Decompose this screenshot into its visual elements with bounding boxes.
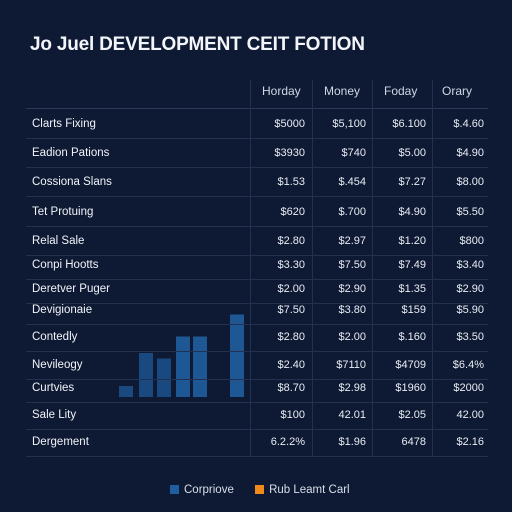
table-cell: $2.80 (277, 331, 305, 343)
table-cell: $800 (459, 235, 484, 247)
table-cell: $7110 (336, 359, 366, 371)
table-cell: $.700 (338, 206, 366, 218)
table-cell: $1.53 (277, 176, 305, 188)
table-cell: $3930 (274, 147, 305, 159)
column-header: Foday (384, 84, 418, 98)
table-cell: $7.50 (277, 304, 305, 316)
table-cell: $6.4% (452, 359, 484, 371)
table-cell: $5,100 (332, 118, 366, 130)
table-cell: 42.01 (338, 409, 366, 421)
table-cell: $2000 (453, 382, 484, 394)
table-row: Sale Lity $100 42.01 $2.05 42.00 (26, 403, 488, 430)
row-label: Relal Sale (32, 235, 85, 247)
legend-item: Rub Leamt Carl (255, 484, 350, 496)
table-cell: $8.00 (456, 176, 484, 188)
table-cell: $159 (401, 304, 426, 316)
table-cell: $2.90 (456, 283, 484, 295)
table-cell: $1.35 (398, 283, 426, 295)
column-header: Horday (262, 84, 301, 98)
table-cell: 6478 (401, 436, 426, 448)
table-cell: $3.50 (456, 331, 484, 343)
chart-title: Jo Juel DEVELOPMENT CEIT FOTION (30, 34, 365, 55)
column-divider (250, 80, 251, 456)
legend-item: Corpriove (170, 484, 234, 496)
table-cell: $5.00 (398, 147, 426, 159)
row-label: Clarts Fixing (32, 118, 96, 130)
table-header: Horday Money Foday Orary (26, 80, 488, 109)
legend-label: Rub Leamt Carl (269, 484, 350, 496)
table-row: Clarts Fixing $5000 $5,100 $6.100 $.4.60 (26, 112, 488, 139)
table-cell: $7.27 (398, 176, 426, 188)
table-cell: $4.90 (456, 147, 484, 159)
table-cell: $620 (280, 206, 305, 218)
table-cell: $2.00 (338, 331, 366, 343)
row-label: Deretver Puger (32, 283, 110, 295)
table-cell: $2.97 (338, 235, 366, 247)
table-cell: $8.70 (277, 382, 305, 394)
row-label: Nevileogy (32, 359, 83, 371)
table-cell: $2.40 (277, 359, 305, 371)
column-divider (372, 80, 373, 456)
table-cell: $3.40 (456, 259, 484, 271)
table-row: Curtvies $8.70 $2.98 $1960 $2000 (26, 376, 488, 403)
table-cell: $3.80 (338, 304, 366, 316)
row-label: Tet Protuing (32, 206, 94, 218)
legend-swatch (170, 485, 179, 495)
legend-label: Corpriove (184, 484, 234, 496)
table-row: Eadion Pations $3930 $740 $5.00 $4.90 (26, 141, 488, 168)
row-label: Devigionaie (32, 304, 93, 316)
table-cell: $5.50 (456, 206, 484, 218)
table-cell: $2.00 (277, 283, 305, 295)
table-row: Nevileogy $2.40 $7110 $4709 $6.4% (26, 353, 488, 380)
table-cell: $4.90 (398, 206, 426, 218)
table-cell: $4709 (395, 359, 426, 371)
table-cell: $2.16 (456, 436, 484, 448)
table-row: Contedly $2.80 $2.00 $.160 $3.50 (26, 325, 488, 352)
table-cell: $.4.60 (453, 118, 484, 130)
table-cell: $1.20 (398, 235, 426, 247)
table-row: Conpi Hootts $3.30 $7.50 $7.49 $3.40 (26, 253, 488, 280)
table-cell: $3.30 (277, 259, 305, 271)
table-cell: $6.100 (392, 118, 426, 130)
table-row: Dergement 6.2.2% $1.96 6478 $2.16 (26, 430, 488, 457)
table-cell: $7.49 (398, 259, 426, 271)
table-cell: $740 (341, 147, 366, 159)
table-cell: $2.80 (277, 235, 305, 247)
table-cell: $1.96 (338, 436, 366, 448)
table-cell: $5000 (274, 118, 305, 130)
table-cell: $.454 (338, 176, 366, 188)
table-row: Relal Sale $2.80 $2.97 $1.20 $800 (26, 229, 488, 256)
column-header: Orary (442, 84, 472, 98)
column-divider (432, 80, 433, 456)
column-header: Money (324, 84, 361, 98)
row-label: Curtvies (32, 382, 75, 394)
table-row: Devigionaie $7.50 $3.80 $159 $5.90 (26, 298, 488, 325)
table-cell: $1960 (395, 382, 426, 394)
table-cell: $2.98 (338, 382, 366, 394)
legend: Corpriove Rub Leamt Carl (170, 484, 368, 498)
table-cell: 6.2.2% (270, 436, 305, 448)
table-cell: $7.50 (338, 259, 366, 271)
table-row: Cossiona Slans $1.53 $.454 $7.27 $8.00 (26, 170, 488, 197)
table-row: Deretver Puger $2.00 $2.90 $1.35 $2.90 (26, 277, 488, 304)
row-label: Sale Lity (32, 409, 77, 421)
column-divider (312, 80, 313, 456)
table-cell: $5.90 (456, 304, 484, 316)
table-cell: $2.90 (338, 283, 366, 295)
table-cell: $2.05 (398, 409, 426, 421)
table-cell: $.160 (398, 331, 426, 343)
row-label: Eadion Pations (32, 147, 110, 159)
row-label: Cossiona Slans (32, 176, 112, 188)
table-cell: 42.00 (456, 409, 484, 421)
row-label: Conpi Hootts (32, 259, 99, 271)
table-row: Tet Protuing $620 $.700 $4.90 $5.50 (26, 200, 488, 227)
table-cell: $100 (280, 409, 305, 421)
row-label: Contedly (32, 331, 78, 343)
legend-swatch (255, 485, 265, 495)
row-label: Dergement (32, 436, 89, 448)
